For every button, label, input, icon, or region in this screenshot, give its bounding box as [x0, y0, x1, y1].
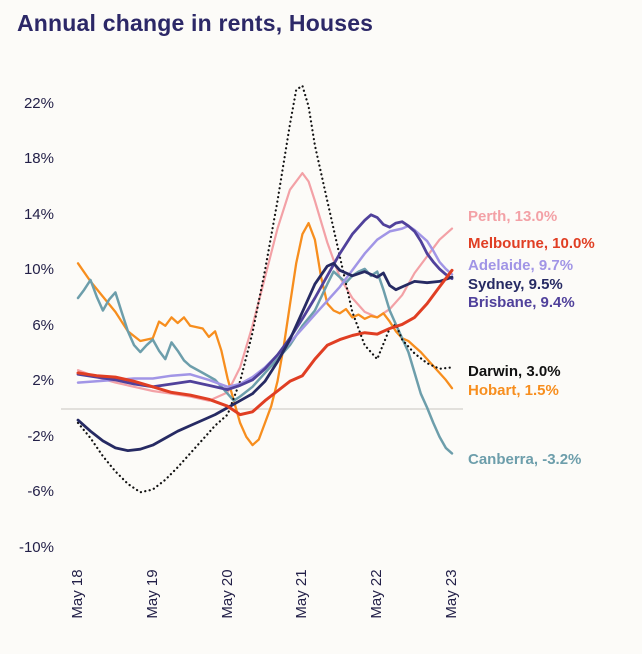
y-axis-tick-label: 10%	[23, 261, 54, 279]
x-axis-tick-label: May 22	[368, 569, 386, 619]
y-axis-tick-label: 18%	[23, 150, 54, 168]
series-line-hobart	[76, 221, 454, 447]
series-label-adelaide: Adelaide, 9.7%	[468, 257, 574, 274]
series-line-sydney	[76, 261, 454, 453]
x-axis-tick-label: May 21	[293, 569, 311, 619]
series-label-canberra: Canberra, -3.2%	[468, 451, 582, 468]
y-axis-tick-label: -2%	[27, 427, 54, 445]
series-label-perth: Perth, 13.0%	[468, 208, 558, 225]
series-label-sydney: Sydney, 9.5%	[468, 276, 563, 293]
x-axis-tick-label: May 20	[218, 569, 236, 619]
y-axis-tick-label: 14%	[23, 205, 54, 223]
x-axis-tick-label: May 19	[143, 569, 161, 619]
x-axis-tick-label: May 18	[69, 569, 86, 619]
y-axis-tick-label: 2%	[32, 372, 54, 390]
series-line-adelaide	[76, 224, 454, 389]
series-label-melbourne: Melbourne, 10.0%	[468, 235, 595, 252]
y-axis-tick-label: 6%	[32, 316, 54, 334]
series-label-hobart: Hobart, 1.5%	[468, 382, 559, 399]
series-line-melbourne	[76, 268, 454, 417]
y-axis-tick-label: -10%	[18, 538, 54, 556]
y-axis-tick-label: 22%	[23, 94, 54, 112]
y-axis-tick-label: -6%	[27, 483, 54, 501]
chart-title: Annual change in rents, Houses	[17, 10, 374, 36]
series-line-perth	[76, 172, 454, 402]
x-axis-tick-label: May 23	[443, 569, 460, 619]
series-label-brisbane: Brisbane, 9.4%	[468, 294, 575, 311]
series-label-darwin: Darwin, 3.0%	[468, 363, 561, 380]
